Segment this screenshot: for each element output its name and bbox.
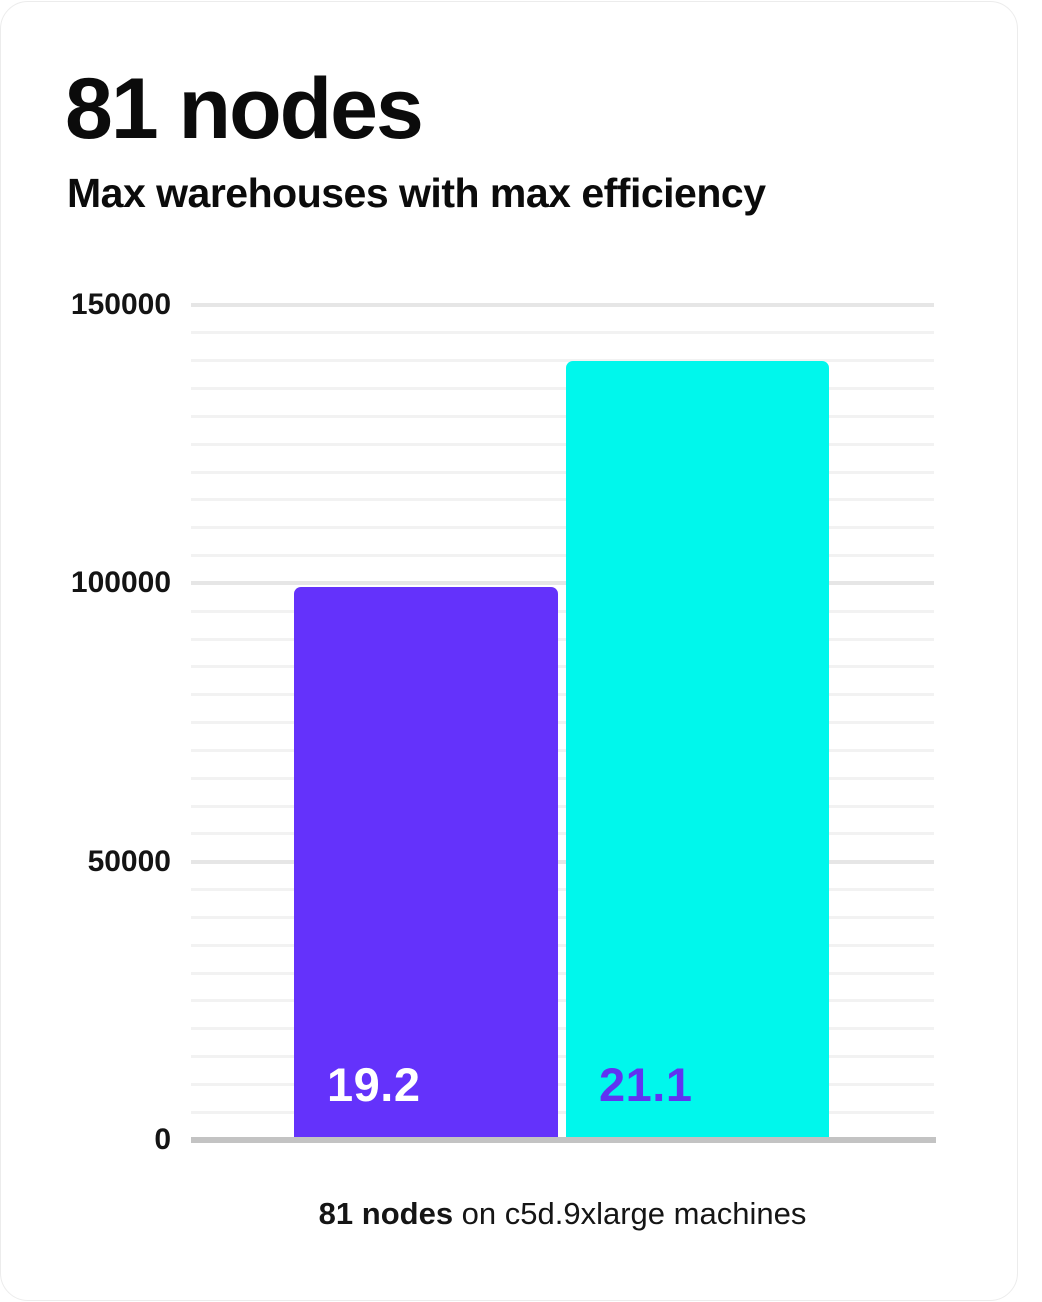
y-minor-gridline: [191, 470, 934, 474]
y-axis-tick-label: 0: [154, 1123, 171, 1156]
y-minor-gridline: [191, 721, 934, 724]
y-minor-gridline: [191, 943, 934, 947]
y-minor-gridline: [191, 1027, 934, 1031]
chart-title: 81 nodes: [65, 61, 424, 157]
y-minor-gridline: [191, 804, 934, 808]
y-minor-gridline: [191, 971, 934, 975]
y-minor-gridline: [191, 609, 934, 613]
chart-caption: 81 nodes on c5d.9xlarge machines: [191, 1196, 934, 1232]
y-minor-gridline: [191, 331, 934, 335]
y-minor-gridline: [191, 498, 934, 502]
y-axis-tick-label: 100000: [70, 566, 171, 600]
y-major-gridline: [191, 859, 934, 864]
chart-card: 81 nodes Max warehouses with max efficie…: [0, 1, 1018, 1301]
y-minor-gridline: [191, 693, 934, 697]
y-minor-gridline: [191, 359, 934, 363]
y-minor-gridline: [191, 776, 934, 780]
y-axis-tick-label: 150000: [70, 288, 171, 321]
y-minor-gridline: [191, 832, 934, 836]
y-minor-gridline: [191, 1110, 934, 1114]
caption-rest-text: on c5d.9xlarge machines: [453, 1196, 807, 1231]
y-minor-gridline: [191, 442, 934, 446]
y-minor-gridline: [191, 748, 934, 752]
y-minor-gridline: [191, 637, 934, 641]
y-major-gridline: [191, 303, 934, 307]
bar-value-label: 21.1: [599, 1058, 693, 1111]
y-minor-gridline: [191, 414, 934, 418]
y-minor-gridline: [191, 1082, 934, 1086]
y-minor-gridline: [191, 554, 934, 557]
caption-bold-text: 81 nodes: [318, 1196, 454, 1231]
y-minor-gridline: [191, 915, 934, 919]
y-minor-gridline: [191, 387, 934, 390]
bar-1: 19.2: [294, 586, 558, 1140]
y-minor-gridline: [191, 526, 934, 530]
y-minor-gridline: [191, 999, 934, 1003]
y-minor-gridline: [191, 665, 934, 669]
y-major-gridline: [191, 581, 934, 586]
chart-subtitle: Max warehouses with max efficiency: [67, 170, 766, 216]
y-axis-tick-label: 50000: [87, 844, 171, 878]
bar-chart-plot: 0 50000 100000 150000 19.2 21.1: [1, 288, 1017, 1156]
x-axis-baseline: [191, 1137, 936, 1143]
y-minor-gridline: [191, 1055, 934, 1058]
bar-value-label: 19.2: [327, 1058, 421, 1111]
y-minor-gridline: [191, 888, 934, 891]
bar-2: 21.1: [566, 360, 829, 1140]
